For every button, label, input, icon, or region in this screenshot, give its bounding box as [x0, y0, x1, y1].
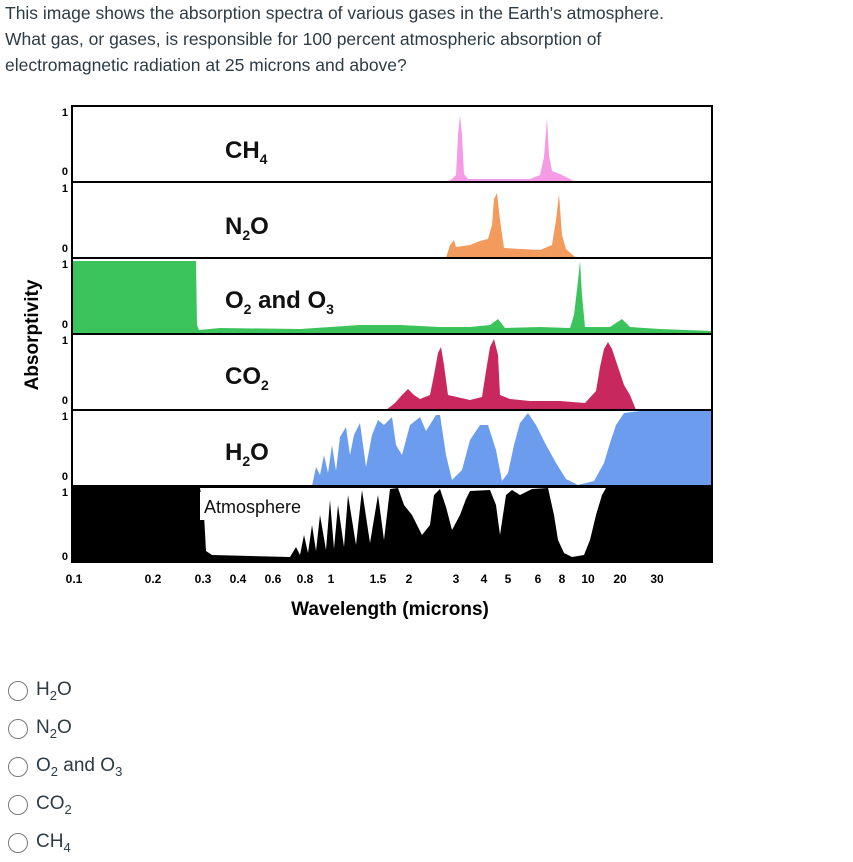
y-tick-0: 0	[62, 395, 68, 407]
atmosphere-label: Atmosphere	[204, 497, 301, 517]
h2o-absorption-band	[312, 411, 712, 486]
co2-absorption-band	[386, 339, 636, 410]
spectra-svg: Absorptivity CH4 N2O O2 and O3 CO2	[22, 105, 713, 620]
y-tick-1: 1	[62, 183, 68, 195]
panel-co2: CO2	[72, 339, 712, 411]
option-h2o[interactable]: H2O	[8, 672, 122, 710]
x-tick-label: 0.8	[297, 572, 314, 586]
radio-button[interactable]	[8, 833, 28, 853]
y-tick-0: 0	[62, 471, 68, 483]
absorption-spectra-figure: Absorptivity CH4 N2O O2 and O3 CO2	[0, 95, 853, 635]
x-tick-label: 6	[535, 572, 542, 586]
option-ch4[interactable]: CH4	[8, 824, 122, 862]
atmosphere-absorption-band	[72, 486, 712, 562]
question-line-2: What gas, or gases, is responsible for 1…	[5, 29, 602, 49]
radio-button[interactable]	[8, 795, 28, 815]
ch4-label: CH4	[225, 137, 268, 167]
o2-o3-label: O2 and O3	[225, 287, 334, 317]
y-tick-1: 1	[62, 335, 68, 347]
panel-n2o: N2O	[72, 193, 712, 259]
panel-atmosphere: Atmosphere	[72, 486, 712, 563]
option-label: H2O	[36, 679, 72, 703]
y-tick-1: 1	[62, 411, 68, 423]
y-tick-0: 0	[62, 166, 68, 178]
x-tick-label: 30	[650, 572, 664, 586]
radio-button[interactable]	[8, 681, 28, 701]
plot-frame	[71, 105, 713, 563]
x-tick-label: 0.6	[265, 572, 282, 586]
n2o-absorption-band	[446, 193, 576, 258]
y-tick-1: 1	[62, 107, 68, 119]
panel-ch4: CH4	[72, 115, 712, 183]
panel-o2-o3: O2 and O3	[72, 261, 712, 335]
x-tick-label: 8	[559, 572, 566, 586]
ch4-absorption-band	[446, 115, 576, 182]
x-tick-label: 5	[505, 572, 512, 586]
radio-button[interactable]	[8, 757, 28, 777]
option-n2o[interactable]: N2O	[8, 710, 122, 748]
x-tick-label: 1.5	[370, 572, 387, 586]
co2-label: CO2	[225, 363, 269, 393]
y-tick-labels: 1 0 1 0 1 0 1 0 1 0 1 0	[62, 107, 68, 563]
question-line-1: This image shows the absorption spectra …	[5, 3, 664, 23]
option-co2[interactable]: CO2	[8, 786, 122, 824]
x-tick-label: 1	[328, 572, 335, 586]
option-label: O2 and O3	[36, 755, 123, 779]
x-tick-label: 0.3	[195, 572, 212, 586]
x-tick-label: 4	[481, 572, 488, 586]
answer-options: H2O N2O O2 and O3 CO2 CH4	[8, 672, 122, 862]
x-tick-label: 0.1	[66, 572, 83, 586]
question-text: This image shows the absorption spectra …	[5, 0, 845, 78]
radio-button[interactable]	[8, 719, 28, 739]
o2-o3-absorption-band	[72, 261, 712, 334]
n2o-label: N2O	[225, 213, 269, 243]
x-tick-label: 0.4	[230, 572, 247, 586]
x-tick-label: 0.2	[145, 572, 162, 586]
x-tick-label: 2	[406, 572, 413, 586]
panel-h2o: H2O	[72, 411, 712, 487]
question-line-3: electromagnetic radiation at 25 microns …	[5, 55, 407, 75]
option-o2-o3[interactable]: O2 and O3	[8, 748, 122, 786]
x-tick-labels: 0.1 0.2 0.3 0.4 0.6 0.8 1 1.5 2 3 4 5 6 …	[66, 572, 664, 586]
option-label: CO2	[36, 793, 72, 817]
y-tick-0: 0	[62, 551, 68, 563]
y-axis-title: Absorptivity	[22, 279, 43, 390]
option-label: N2O	[36, 717, 72, 741]
x-tick-label: 3	[453, 572, 460, 586]
y-tick-1: 1	[62, 259, 68, 271]
x-axis-title: Wavelength (microns)	[291, 599, 489, 620]
y-tick-0: 0	[62, 319, 68, 331]
x-tick-label: 10	[581, 572, 595, 586]
y-tick-0: 0	[62, 243, 68, 255]
x-tick-label: 20	[613, 572, 627, 586]
option-label: CH4	[36, 831, 71, 855]
h2o-label: H2O	[225, 439, 269, 469]
y-tick-1: 1	[62, 487, 68, 499]
